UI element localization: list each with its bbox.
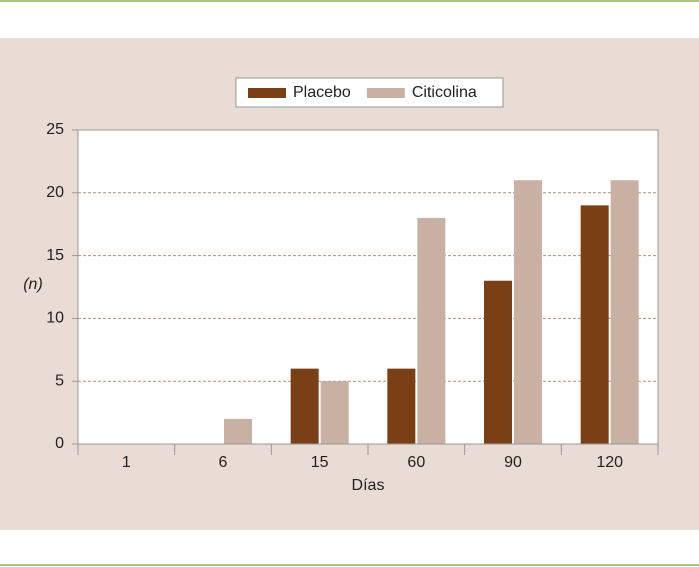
x-tick-label: 6 [219,454,228,471]
plot-border [77,129,659,445]
y-axis-label: (n) [23,276,43,293]
legend-label: Citicolina [412,84,477,101]
plot-area [78,130,658,444]
x-tick-label: 120 [596,454,623,471]
x-tick-label: 90 [504,454,522,471]
y-tick-label: 15 [46,247,64,264]
x-tick-label: 15 [311,454,329,471]
legend-label: Placebo [293,84,351,101]
bar [417,217,446,444]
y-tick-label: 5 [55,372,64,389]
bar [514,180,542,445]
bar [580,205,609,444]
y-tick-label: 0 [55,435,64,452]
x-tick-label: 1 [122,454,131,471]
bar [484,280,512,444]
bar [320,381,349,444]
y-tick-label: 20 [46,184,64,201]
legend-swatch [366,88,405,98]
x-tick-label: 60 [407,454,425,471]
legend-swatch [248,88,286,98]
y-tick-label: 25 [46,121,64,138]
bar [290,368,319,444]
bar [387,368,416,444]
bar [610,180,639,445]
x-axis-label: Días [352,477,385,494]
y-tick-label: 10 [46,310,64,327]
bar [224,418,252,444]
